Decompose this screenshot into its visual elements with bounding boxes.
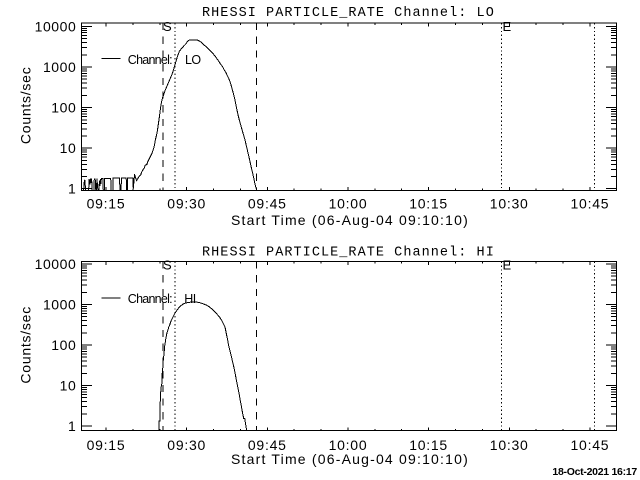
svg-text:S: S (163, 258, 172, 273)
svg-text:09:30: 09:30 (167, 437, 206, 453)
svg-text:Channel:: Channel: (128, 53, 172, 67)
svg-text:Channel:: Channel: (128, 292, 172, 306)
svg-text:1: 1 (68, 418, 76, 434)
svg-text:LO: LO (185, 53, 201, 67)
svg-text:E: E (502, 258, 511, 273)
svg-text:10:45: 10:45 (571, 196, 610, 212)
svg-text:10:15: 10:15 (409, 196, 448, 212)
svg-text:10: 10 (60, 140, 77, 156)
svg-text:09:30: 09:30 (167, 196, 206, 212)
svg-text:100: 100 (51, 337, 76, 353)
svg-text:RHESSI PARTICLE_RATE Channel:: RHESSI PARTICLE_RATE Channel: LO (202, 6, 495, 21)
svg-text:10:30: 10:30 (490, 196, 529, 212)
svg-text:Start Time (06-Aug-04 09:10:10: Start Time (06-Aug-04 09:10:10) (231, 212, 469, 228)
svg-text:10:00: 10:00 (329, 196, 368, 212)
svg-text:RHESSI PARTICLE_RATE Channel:: RHESSI PARTICLE_RATE Channel: HI (202, 245, 495, 260)
svg-text:1000: 1000 (43, 297, 76, 313)
svg-text:09:15: 09:15 (87, 196, 126, 212)
svg-text:10000: 10000 (35, 256, 77, 272)
svg-text:09:15: 09:15 (87, 437, 126, 453)
svg-text:Counts/sec: Counts/sec (17, 67, 33, 145)
svg-text:10:45: 10:45 (571, 437, 610, 453)
svg-text:100: 100 (51, 100, 76, 116)
svg-text:18-Oct-2021 16:17: 18-Oct-2021 16:17 (552, 466, 637, 478)
svg-text:10:00: 10:00 (329, 437, 368, 453)
svg-text:09:45: 09:45 (248, 196, 287, 212)
svg-text:1: 1 (68, 181, 76, 197)
svg-text:10: 10 (60, 378, 77, 394)
svg-text:HI: HI (184, 292, 195, 306)
svg-text:Counts/sec: Counts/sec (17, 306, 33, 384)
svg-text:10:15: 10:15 (409, 437, 448, 453)
svg-text:10:30: 10:30 (490, 437, 529, 453)
svg-text:10000: 10000 (35, 18, 77, 34)
svg-text:09:45: 09:45 (248, 437, 287, 453)
svg-text:E: E (502, 19, 511, 34)
svg-text:Start Time (06-Aug-04 09:10:10: Start Time (06-Aug-04 09:10:10) (231, 451, 469, 467)
svg-text:S: S (163, 19, 172, 34)
svg-text:1000: 1000 (43, 59, 76, 75)
